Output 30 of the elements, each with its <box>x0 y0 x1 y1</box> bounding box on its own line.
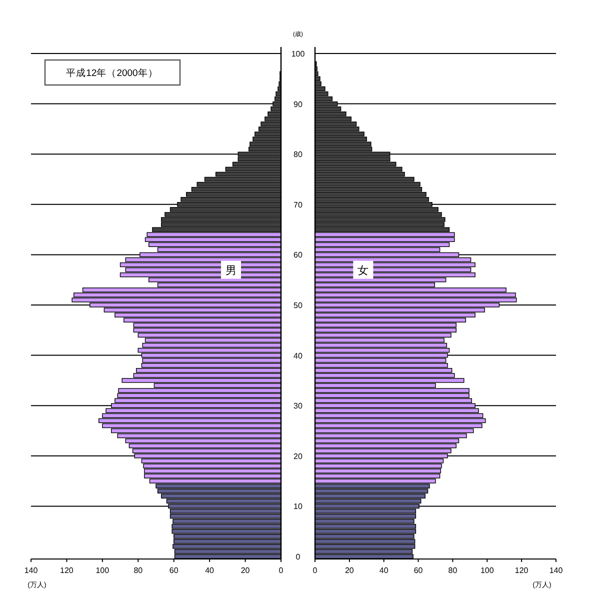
y-tick-label: 10 <box>294 502 303 512</box>
annotation: 女 <box>358 264 369 277</box>
x-tick-label: 0 <box>278 566 284 575</box>
y-tick-label: 50 <box>294 301 303 310</box>
x-tick-label: 20 <box>344 566 354 575</box>
annotation: 平成12年（2000年） <box>66 67 158 79</box>
x-tick-label: 80 <box>134 566 144 575</box>
x-tick-label: 60 <box>169 566 179 575</box>
x-tick-label: 80 <box>448 566 458 575</box>
x-tick-label: 140 <box>24 566 38 575</box>
y-tick-label: 0 <box>296 552 301 562</box>
y-tick-label: 30 <box>294 402 303 411</box>
x-tick-label: 0 <box>312 566 318 575</box>
x-tick-label: 120 <box>60 566 74 575</box>
annotation: 男 <box>226 264 236 277</box>
y-tick-label: 80 <box>294 150 303 160</box>
x-tick-label: 120 <box>514 566 529 575</box>
x-tick-label: 40 <box>205 566 215 575</box>
x-tick-label: 100 <box>480 566 494 575</box>
x-tick-label: 20 <box>240 566 250 575</box>
y-tick-label: 20 <box>294 452 303 461</box>
x-tick-label: 40 <box>379 566 389 575</box>
y-tick-label: 60 <box>294 250 303 260</box>
x-tick-label: 60 <box>414 566 424 575</box>
y-tick-label: 70 <box>294 200 303 210</box>
x-tick-label: 100 <box>96 566 110 575</box>
y-tick-label: 40 <box>294 351 303 360</box>
x-tick-label: 140 <box>549 566 564 575</box>
y-tick-label: 100 <box>291 50 306 59</box>
y-tick-label: 90 <box>294 100 303 109</box>
